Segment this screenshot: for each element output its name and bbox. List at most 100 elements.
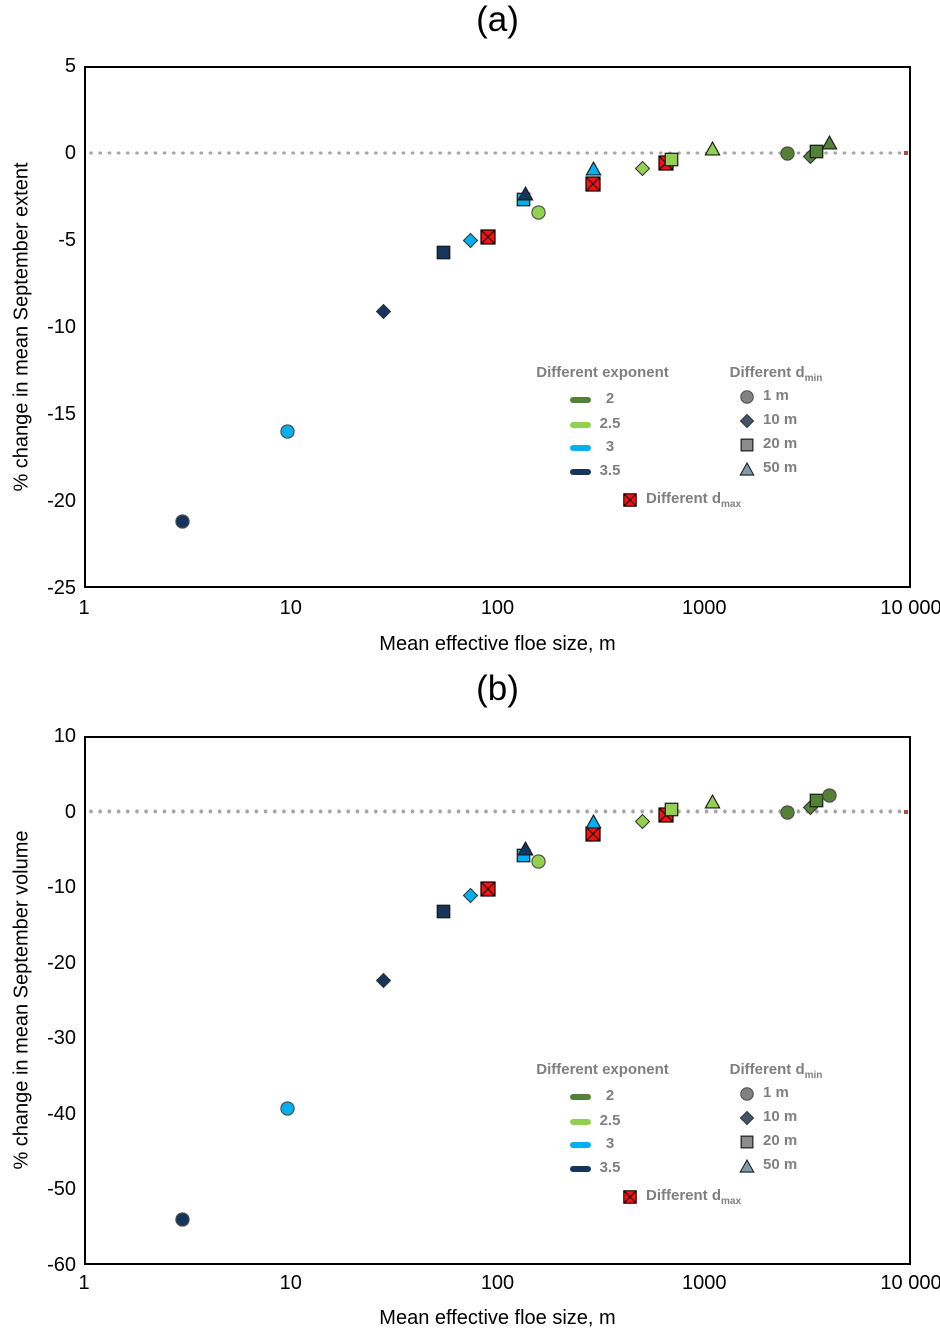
marker-dmax-redx [480, 881, 496, 898]
legend-dmax-label: Different dmax [646, 1187, 742, 1207]
legend-square-icon [740, 1135, 754, 1149]
legend-triangle-icon [739, 461, 755, 476]
panel-b-title: (b) [476, 669, 519, 708]
legend-dmin-label: 50 m [763, 459, 798, 476]
panel-a-x-axis-label: Mean effective floe size, m [379, 633, 616, 655]
legend-dmin-label: 10 m [763, 1108, 798, 1125]
y-tick-label: -60 [47, 1254, 76, 1276]
x-tick-label: 100 [480, 1272, 515, 1294]
x-tick-label: 10 [279, 1272, 302, 1294]
marker-exp3-triangle [585, 813, 602, 829]
y-tick-label: 0 [64, 142, 76, 164]
panel-b-plot-area [84, 736, 911, 1265]
marker-exp3-diamond [462, 887, 479, 904]
legend-dmax-label: Different dmax [646, 490, 742, 510]
legend-exponent-label: 2.5 [599, 415, 621, 432]
marker-exp3-diamond [462, 232, 479, 248]
marker-exp25-diamond [634, 160, 650, 177]
marker-exp3-triangle [585, 161, 602, 176]
legend-dash-icon [570, 1119, 591, 1125]
y-tick-label: -20 [47, 490, 76, 512]
legend-circle-icon [740, 390, 754, 404]
zero-line-end-dot [904, 809, 908, 814]
legend-exponent-label: 3.5 [599, 1159, 621, 1176]
marker-dmax-redx [585, 176, 601, 192]
x-tick-label: 1000 [682, 597, 727, 619]
y-tick-label: -50 [47, 1178, 76, 1201]
x-tick-label: 1 [78, 597, 90, 619]
marker-exp25-circle [530, 204, 546, 220]
marker-exp25-square [664, 802, 679, 817]
legend-dash-icon [570, 397, 591, 403]
zero-reference-line [87, 809, 907, 814]
x-tick-label: 100 [480, 597, 515, 619]
marker-exp25-circle [530, 854, 546, 869]
panel-a-plot-area [84, 66, 911, 588]
y-tick-label: -10 [47, 876, 76, 899]
marker-exp2-circle [822, 788, 838, 803]
legend-dash-icon [570, 1142, 591, 1148]
marker-exp35-triangle [516, 841, 534, 856]
zero-line-end-dot [904, 151, 908, 155]
marker-exp35-triangle [516, 185, 534, 201]
legend-redx-icon [623, 493, 637, 507]
x-tick-label: 10 000 [880, 597, 940, 619]
marker-exp3-circle [279, 424, 295, 439]
y-tick-label: -15 [47, 403, 76, 425]
legend-dmin-label: 50 m [763, 1156, 798, 1173]
legend-exponent-label: 3.5 [599, 462, 621, 479]
legend-dmin-label: 20 m [763, 1132, 798, 1149]
y-tick-label: 5 [64, 55, 76, 77]
marker-exp35-square [436, 904, 451, 919]
y-tick-label: -5 [58, 229, 76, 251]
legend-dash-icon [570, 1094, 591, 1100]
marker-exp2-square [809, 144, 824, 159]
legend-dash-icon [570, 422, 591, 428]
legend-header-dmin: Different dmin [729, 364, 823, 384]
legend-header-dmin: Different dmin [729, 1061, 823, 1081]
marker-exp25-triangle [704, 141, 721, 156]
marker-exp2-circle [780, 145, 796, 161]
x-tick-label: 10 000 [880, 1272, 940, 1294]
legend-exponent-label: 3 [605, 438, 615, 455]
legend-dash-icon [570, 469, 591, 475]
y-tick-label: -10 [47, 316, 76, 338]
y-tick-label: -25 [47, 577, 76, 599]
marker-exp2-square [809, 794, 824, 808]
marker-exp2-circle [780, 805, 796, 820]
panel-a-legend: Different exponent 2 2.5 3 3.5 Different dmin… [520, 362, 860, 520]
y-tick-label: 10 [53, 725, 76, 747]
y-tick-label: -40 [47, 1102, 76, 1125]
y-tick-label: -30 [47, 1027, 76, 1050]
legend-exponent-label: 2 [605, 1087, 615, 1104]
legend-dash-icon [570, 445, 591, 451]
y-tick-label: -20 [47, 951, 76, 974]
legend-dmin-label: 20 m [763, 435, 798, 452]
legend-dmin-label: 1 m [763, 1084, 789, 1101]
marker-exp2-triangle [821, 134, 838, 150]
y-tick-label: 0 [64, 800, 76, 823]
legend-dmin-label: 1 m [763, 387, 789, 404]
x-tick-label: 1 [78, 1272, 90, 1294]
marker-dmax-redx [480, 228, 496, 245]
panel-b-x-axis-label: Mean effective floe size, m [379, 1307, 616, 1329]
panel-a-title: (a) [476, 0, 519, 39]
x-tick-label: 10 [279, 597, 302, 619]
panel-b-legend: Different exponent 2 2.5 3 3.5 Different dmin… [520, 1059, 860, 1217]
legend-triangle-icon [739, 1158, 755, 1173]
marker-exp35-square [436, 245, 451, 260]
marker-exp25-diamond [634, 813, 650, 830]
x-tick-label: 1000 [682, 1272, 727, 1294]
legend-redx-icon [623, 1190, 637, 1204]
legend-circle-icon [740, 1087, 754, 1101]
legend-header-exponent: Different exponent [536, 364, 669, 381]
legend-dmin-label: 10 m [763, 411, 798, 428]
legend-header-exponent: Different exponent [536, 1061, 669, 1078]
legend-exponent-label: 3 [605, 1135, 615, 1152]
legend-diamond-icon [739, 413, 755, 429]
legend-exponent-label: 2.5 [599, 1112, 621, 1129]
legend-diamond-icon [739, 1110, 755, 1126]
legend-exponent-label: 2 [605, 390, 615, 407]
legend-square-icon [740, 438, 754, 452]
